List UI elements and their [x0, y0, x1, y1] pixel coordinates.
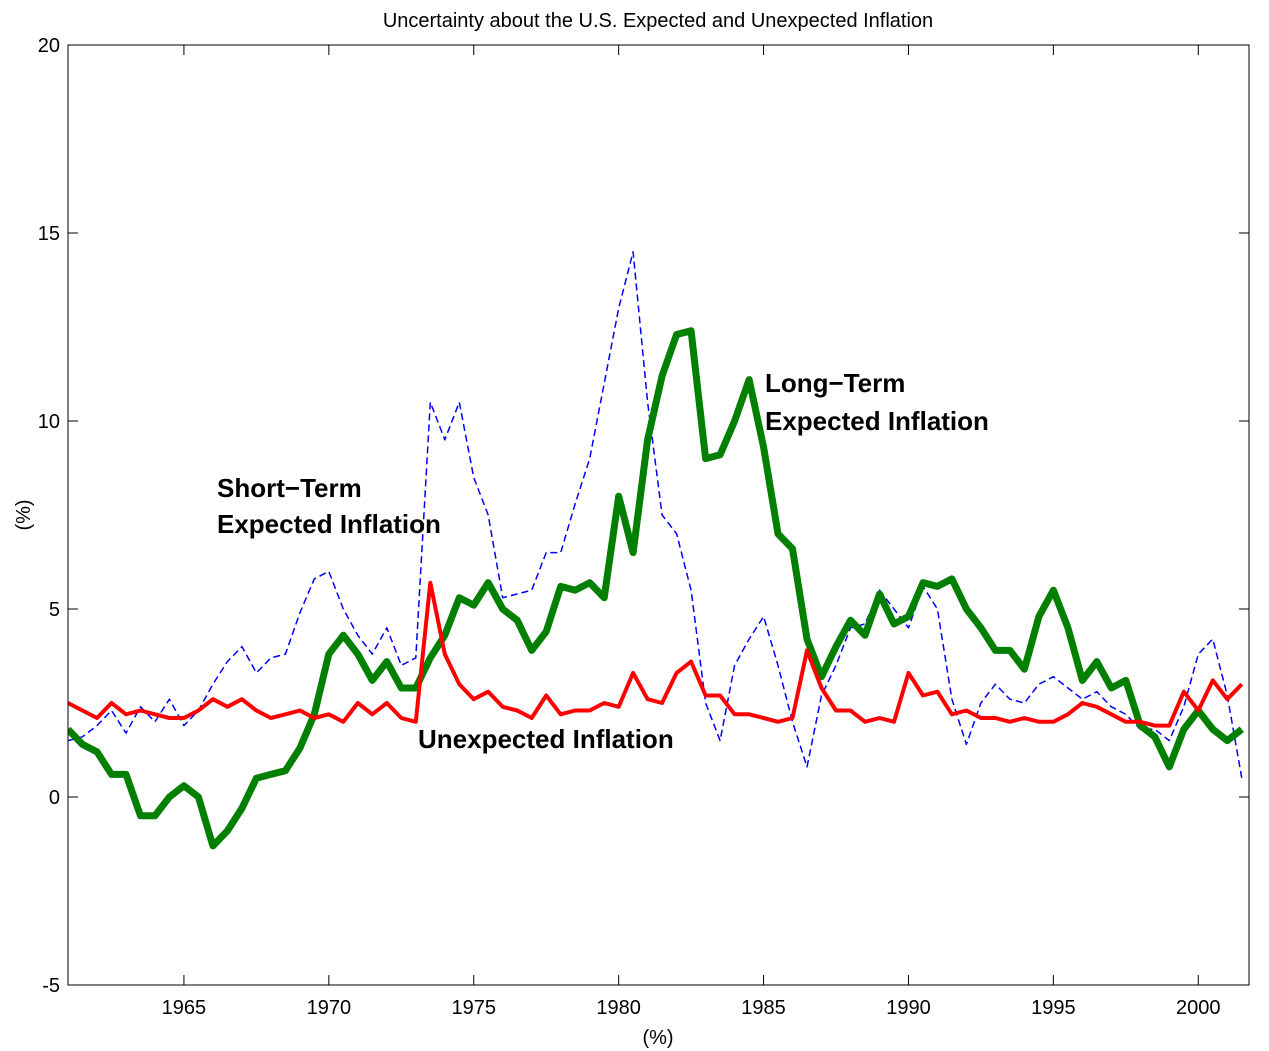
- x-tick-label: 1980: [596, 997, 641, 1019]
- annotation: Expected Inflation: [765, 406, 989, 436]
- annotation: Unexpected Inflation: [418, 724, 674, 754]
- y-tick-label: 0: [49, 787, 60, 809]
- chart-title: Uncertainty about the U.S. Expected and …: [383, 10, 933, 32]
- annotation: Long−Term: [765, 368, 905, 398]
- x-tick-label: 2000: [1176, 997, 1221, 1019]
- y-tick-label: -5: [42, 975, 60, 997]
- annotation: Expected Inflation: [217, 509, 441, 539]
- x-tick-label: 1990: [886, 997, 931, 1019]
- x-tick-label: 1975: [451, 997, 496, 1019]
- plot-frame: [67, 44, 1250, 986]
- y-tick-label: 20: [38, 35, 60, 57]
- x-tick-label: 1995: [1031, 997, 1076, 1019]
- y-tick-label: 5: [49, 599, 60, 621]
- x-tick-label: 1965: [162, 997, 207, 1019]
- series-line: [68, 580, 1244, 728]
- y-tick-label: 15: [38, 223, 60, 245]
- y-tick-label: 10: [38, 411, 60, 433]
- x-tick-label: 1985: [741, 997, 786, 1019]
- annotation: Short−Term: [217, 473, 362, 503]
- x-tick-label: 1970: [307, 997, 352, 1019]
- x-axis-label: (%): [642, 1027, 673, 1049]
- y-axis-label: (%): [13, 499, 35, 530]
- series-line: [68, 327, 1244, 850]
- series-line: [68, 251, 1243, 779]
